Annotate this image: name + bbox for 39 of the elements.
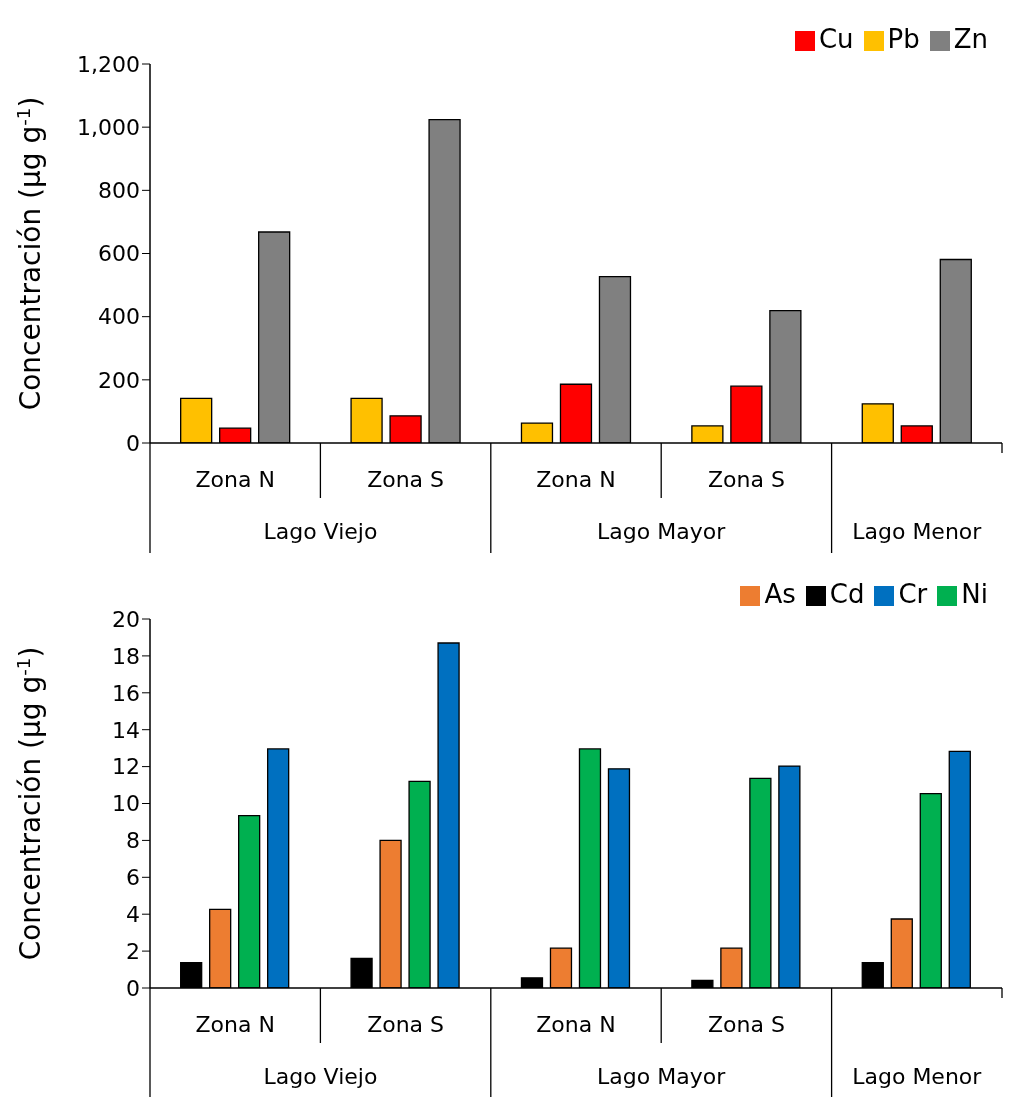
text: Lago Menor <box>852 1064 983 1089</box>
legend-label: As <box>764 579 796 609</box>
y-tick-label: 14 <box>112 717 140 743</box>
y-tick-label: 8 <box>126 828 140 854</box>
y-tick-label: 16 <box>112 680 140 706</box>
y-tick-label: 6 <box>126 865 140 891</box>
x-tick-label: Zona N <box>536 467 616 492</box>
text: Lago Mayor <box>597 1064 727 1089</box>
y-tick-label: 18 <box>112 643 140 669</box>
legend-label: Ni <box>961 579 988 609</box>
y-tick-label: 1,200 <box>77 51 140 77</box>
x-tick-label: Zona N <box>195 1012 275 1037</box>
y-tick-label: 1,000 <box>77 114 140 140</box>
y-tick-label: 400 <box>98 304 140 330</box>
legend-label: Zn <box>953 24 988 54</box>
text: Lago Viejo <box>263 1064 378 1089</box>
y-tick-label: 0 <box>126 430 140 456</box>
x-tick-label: Zona S <box>367 1012 445 1037</box>
x-tick-label: Zona S <box>707 1012 785 1037</box>
y-tick-label: 4 <box>126 902 140 928</box>
legend-label: Cu <box>818 24 854 54</box>
legend-label: Pb <box>887 24 920 54</box>
y-tick-label: 200 <box>98 367 140 393</box>
y-tick-label: 2 <box>126 938 140 964</box>
text: Lago Menor <box>852 519 983 544</box>
text: Lago Viejo <box>263 519 378 544</box>
legend-label: Cr <box>898 579 928 609</box>
y-tick-label: 10 <box>112 791 140 817</box>
x-tick-label: Zona S <box>367 467 445 492</box>
y-tick-label: 12 <box>112 754 140 780</box>
x-tick-label: Zona S <box>707 467 785 492</box>
y-tick-label: 600 <box>98 241 140 267</box>
y-tick-label: 0 <box>126 975 140 1001</box>
y-tick-label: 20 <box>112 606 140 632</box>
x-tick-label: Zona N <box>536 1012 616 1037</box>
legend-label: Cd <box>829 579 865 609</box>
x-tick-label: Zona N <box>195 467 275 492</box>
text: Lago Mayor <box>597 519 727 544</box>
y-tick-label: 800 <box>98 178 140 204</box>
